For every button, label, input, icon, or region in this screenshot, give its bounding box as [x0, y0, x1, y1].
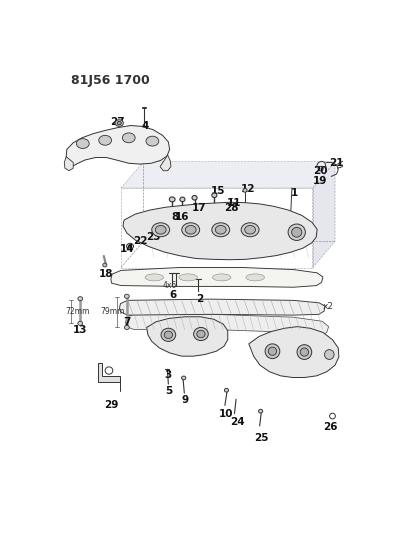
Ellipse shape [180, 197, 185, 201]
Ellipse shape [212, 193, 217, 198]
Text: 27: 27 [110, 117, 125, 127]
Text: 19: 19 [313, 176, 328, 186]
Ellipse shape [99, 135, 112, 145]
Ellipse shape [212, 223, 229, 237]
Ellipse shape [325, 350, 334, 359]
Ellipse shape [259, 409, 263, 413]
Ellipse shape [129, 245, 132, 247]
Ellipse shape [145, 274, 164, 281]
Text: 25: 25 [254, 433, 269, 443]
Text: 26: 26 [323, 422, 337, 432]
Ellipse shape [124, 325, 129, 329]
Text: 23: 23 [146, 232, 160, 242]
Ellipse shape [155, 225, 166, 234]
Ellipse shape [103, 263, 107, 267]
Ellipse shape [115, 120, 123, 126]
Text: 14: 14 [120, 245, 135, 254]
Polygon shape [147, 317, 228, 356]
Ellipse shape [124, 294, 129, 298]
Text: 10: 10 [219, 409, 234, 418]
Text: 18: 18 [99, 269, 114, 279]
Text: 16: 16 [175, 212, 189, 222]
Text: 9: 9 [181, 394, 189, 405]
Ellipse shape [192, 196, 197, 200]
Polygon shape [98, 363, 120, 382]
Ellipse shape [76, 139, 89, 149]
Polygon shape [160, 155, 171, 171]
Ellipse shape [225, 389, 229, 392]
Polygon shape [119, 299, 325, 315]
Ellipse shape [268, 347, 276, 356]
Ellipse shape [243, 189, 247, 192]
Ellipse shape [197, 330, 205, 338]
Text: 11: 11 [227, 198, 241, 208]
Ellipse shape [215, 225, 226, 234]
Text: 4x6: 4x6 [162, 281, 177, 290]
Text: 20: 20 [313, 166, 328, 176]
Ellipse shape [126, 243, 133, 249]
Text: 72mm: 72mm [66, 306, 90, 316]
Ellipse shape [245, 225, 255, 234]
Polygon shape [121, 161, 335, 188]
Text: 12: 12 [241, 184, 255, 194]
Ellipse shape [182, 376, 186, 380]
Text: 13: 13 [73, 325, 87, 335]
Ellipse shape [194, 327, 208, 341]
Ellipse shape [138, 237, 141, 240]
Polygon shape [249, 327, 339, 377]
Text: 7: 7 [123, 317, 130, 327]
Ellipse shape [122, 133, 135, 143]
Text: 5: 5 [165, 386, 173, 397]
Text: 3: 3 [164, 370, 172, 380]
Text: 29: 29 [104, 400, 119, 410]
Ellipse shape [318, 166, 323, 171]
Ellipse shape [169, 197, 175, 202]
Text: 2: 2 [197, 294, 204, 304]
Ellipse shape [161, 328, 176, 342]
Polygon shape [66, 126, 170, 167]
Polygon shape [313, 161, 335, 268]
Text: 79mm: 79mm [101, 308, 125, 317]
Ellipse shape [136, 236, 143, 241]
Ellipse shape [292, 227, 302, 237]
Ellipse shape [265, 344, 280, 359]
Ellipse shape [297, 345, 312, 359]
Text: 8: 8 [172, 212, 179, 222]
Text: 15: 15 [211, 186, 225, 196]
Text: 4: 4 [141, 122, 148, 131]
Text: 22: 22 [133, 236, 147, 246]
Ellipse shape [246, 274, 265, 281]
Ellipse shape [146, 136, 159, 146]
Ellipse shape [288, 224, 305, 240]
Ellipse shape [152, 223, 170, 237]
Ellipse shape [117, 122, 121, 125]
Text: 1: 1 [290, 188, 298, 198]
Ellipse shape [164, 331, 173, 338]
Text: 81J56 1700: 81J56 1700 [71, 74, 150, 87]
Text: 6: 6 [169, 289, 176, 300]
Ellipse shape [241, 223, 259, 237]
Ellipse shape [78, 321, 83, 325]
Ellipse shape [300, 348, 309, 356]
Polygon shape [64, 157, 73, 171]
Text: x2: x2 [323, 302, 334, 311]
Text: 28: 28 [224, 204, 238, 213]
Text: 21: 21 [329, 158, 344, 168]
Polygon shape [111, 268, 323, 287]
Text: 24: 24 [230, 417, 245, 427]
Ellipse shape [213, 274, 231, 281]
Ellipse shape [185, 225, 196, 234]
Polygon shape [123, 202, 317, 260]
Text: 17: 17 [192, 204, 206, 213]
Ellipse shape [78, 297, 83, 301]
Polygon shape [126, 314, 329, 336]
Ellipse shape [179, 274, 197, 281]
Ellipse shape [182, 223, 200, 237]
